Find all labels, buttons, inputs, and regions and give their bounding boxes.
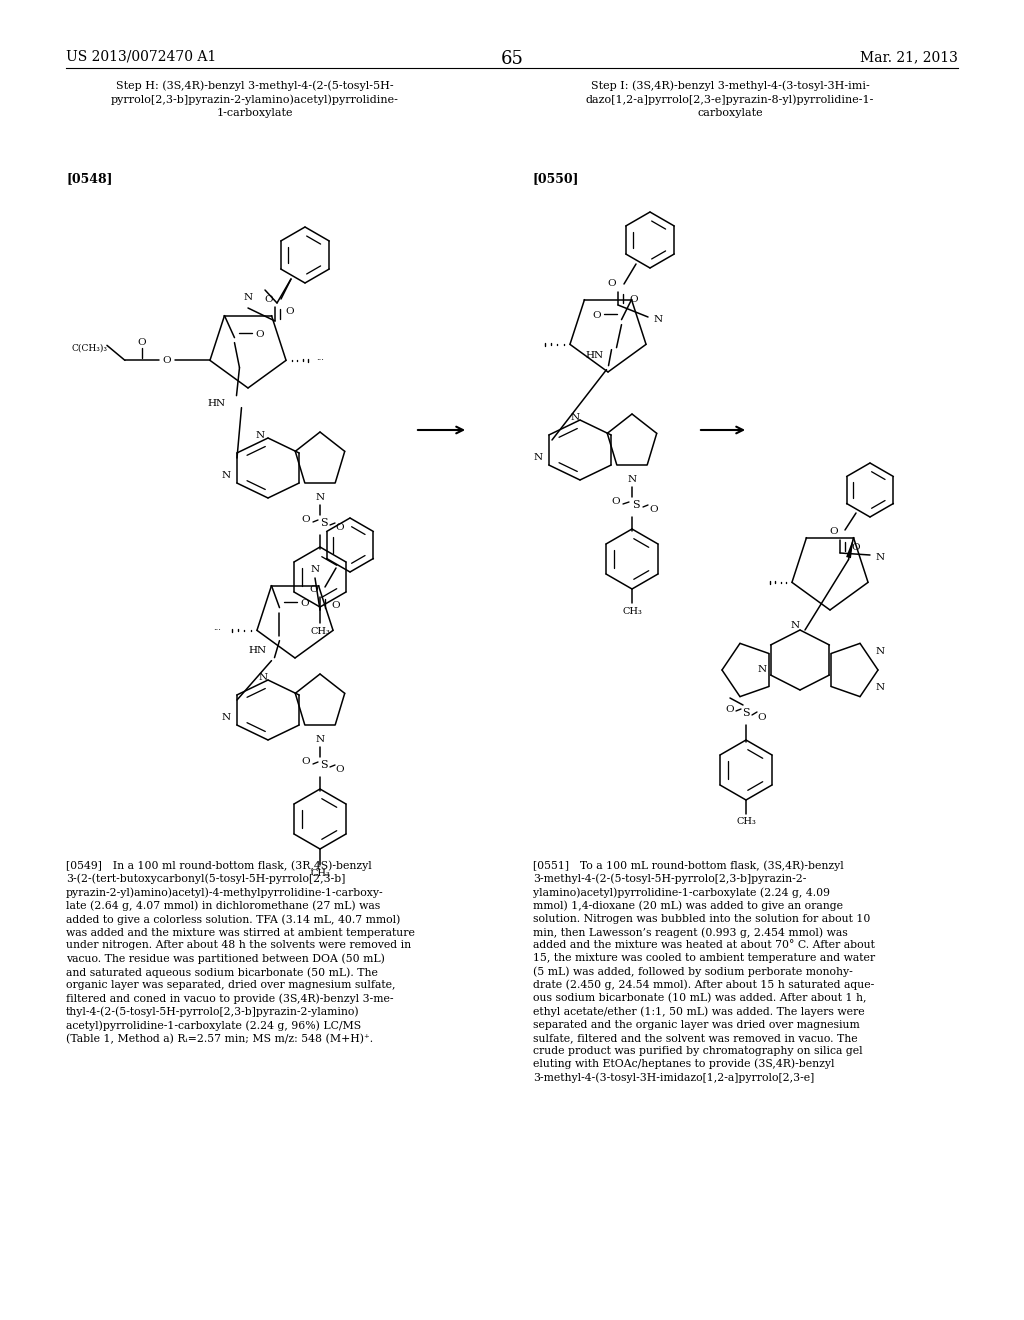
Text: O: O	[264, 294, 273, 304]
Text: S: S	[742, 708, 750, 718]
Polygon shape	[846, 537, 854, 558]
Text: HN: HN	[249, 645, 266, 655]
Text: O: O	[255, 330, 264, 339]
Text: 65: 65	[501, 50, 523, 69]
Text: O: O	[607, 280, 616, 289]
Text: N: N	[570, 413, 580, 422]
Text: N: N	[876, 553, 885, 562]
Text: O: O	[163, 356, 171, 364]
Text: N: N	[221, 714, 230, 722]
Text: O: O	[611, 498, 621, 507]
Text: O: O	[592, 312, 601, 321]
Text: O: O	[829, 528, 839, 536]
Text: [0548]: [0548]	[66, 172, 113, 185]
Text: N: N	[221, 471, 230, 480]
Text: O: O	[649, 504, 658, 513]
Text: O: O	[286, 306, 294, 315]
Text: Step I: (3S,4R)-benzyl 3-methyl-4-(3-tosyl-3H-imi-
dazo[1,2-a]pyrrolo[2,3-e]pyra: Step I: (3S,4R)-benzyl 3-methyl-4-(3-tos…	[586, 81, 874, 117]
Text: O: O	[336, 764, 344, 774]
Text: CH₃: CH₃	[622, 606, 642, 615]
Text: O: O	[630, 296, 638, 305]
Text: O: O	[726, 705, 734, 714]
Text: N: N	[310, 565, 319, 574]
Text: O: O	[309, 585, 318, 594]
Text: S: S	[321, 760, 328, 770]
Text: O: O	[300, 599, 309, 609]
Text: N: N	[628, 475, 637, 484]
Text: O: O	[137, 338, 146, 347]
Text: [0551] To a 100 mL round-bottom flask, (3S,4R)-benzyl
3-methyl-4-(2-(5-tosyl-5H-: [0551] To a 100 mL round-bottom flask, (…	[534, 861, 876, 1082]
Text: O: O	[336, 523, 344, 532]
Text: O: O	[302, 516, 310, 524]
Text: C(CH₃)₃: C(CH₃)₃	[72, 345, 108, 352]
Text: [0550]: [0550]	[534, 172, 580, 185]
Text: US 2013/0072470 A1: US 2013/0072470 A1	[66, 50, 216, 63]
Text: ···: ···	[213, 627, 221, 635]
Text: [0549] In a 100 ml round-bottom flask, (3R,4S)-benzyl
3-(2-(tert-butoxycarbonyl(: [0549] In a 100 ml round-bottom flask, (…	[66, 861, 415, 1044]
Text: N: N	[534, 454, 543, 462]
Text: S: S	[321, 517, 328, 528]
Text: ···: ···	[316, 356, 324, 364]
Text: S: S	[632, 500, 640, 510]
Text: N: N	[244, 293, 253, 302]
Text: N: N	[653, 315, 663, 325]
Text: N: N	[791, 622, 800, 631]
Text: O: O	[852, 544, 860, 553]
Text: N: N	[315, 735, 325, 744]
Text: HN: HN	[208, 399, 225, 408]
Text: HN: HN	[586, 351, 603, 360]
Text: O: O	[302, 758, 310, 767]
Text: O: O	[332, 601, 340, 610]
Text: N: N	[876, 648, 885, 656]
Text: N: N	[876, 684, 885, 693]
Text: N: N	[255, 432, 264, 441]
Text: N: N	[758, 665, 767, 675]
Text: N: N	[315, 494, 325, 503]
Text: N: N	[258, 673, 267, 682]
Text: Step H: (3S,4R)-benzyl 3-methyl-4-(2-(5-tosyl-5H-
pyrrolo[2,3-b]pyrazin-2-ylamin: Step H: (3S,4R)-benzyl 3-methyl-4-(2-(5-…	[111, 81, 399, 117]
Text: CH₃: CH₃	[736, 817, 756, 826]
Text: Mar. 21, 2013: Mar. 21, 2013	[860, 50, 958, 63]
Text: O: O	[758, 713, 766, 722]
Text: CH₃: CH₃	[310, 627, 330, 635]
Text: CH₃: CH₃	[310, 869, 330, 878]
